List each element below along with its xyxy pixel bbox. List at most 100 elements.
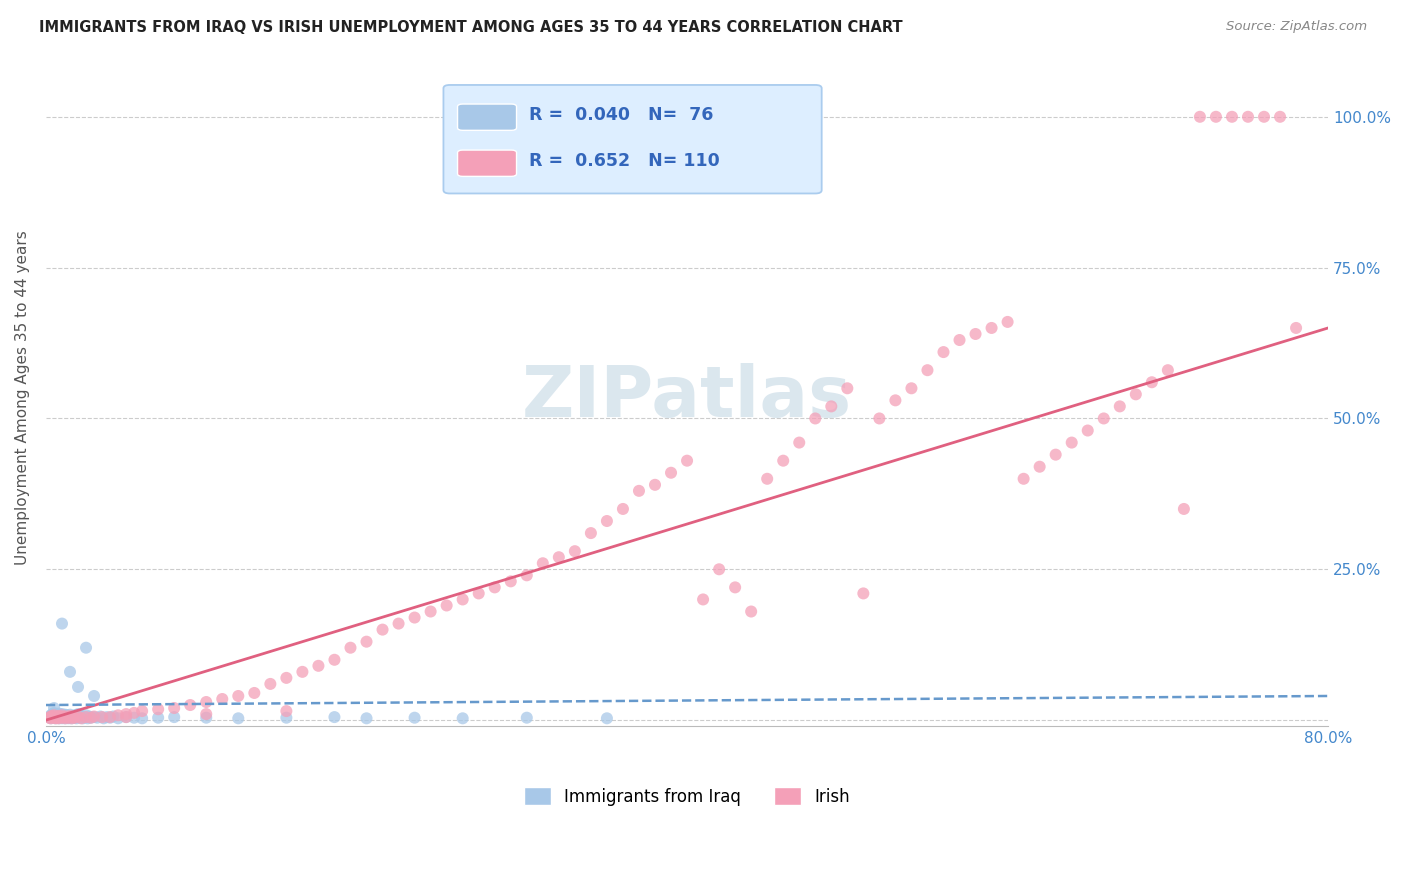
Point bbox=[997, 315, 1019, 329]
Point bbox=[75, 708, 97, 723]
Point bbox=[772, 453, 794, 467]
Point bbox=[131, 704, 153, 718]
Point bbox=[41, 710, 63, 724]
Point bbox=[59, 707, 82, 722]
Point bbox=[39, 711, 62, 725]
Point bbox=[41, 709, 63, 723]
Point bbox=[965, 326, 987, 341]
Point bbox=[42, 708, 65, 723]
Point bbox=[307, 658, 329, 673]
Point bbox=[66, 680, 89, 694]
Point bbox=[356, 634, 378, 648]
Point bbox=[42, 711, 65, 725]
Point bbox=[579, 526, 602, 541]
Point bbox=[371, 623, 394, 637]
Point bbox=[1012, 472, 1035, 486]
Point bbox=[596, 711, 619, 725]
Point bbox=[45, 710, 67, 724]
Point bbox=[73, 710, 96, 724]
Point bbox=[707, 562, 730, 576]
Point bbox=[948, 333, 970, 347]
Point bbox=[38, 711, 60, 725]
Point bbox=[692, 592, 714, 607]
Point bbox=[49, 710, 72, 724]
Point bbox=[259, 677, 281, 691]
Point bbox=[39, 708, 62, 723]
Point bbox=[70, 709, 93, 723]
Point bbox=[38, 710, 60, 724]
Point bbox=[42, 706, 65, 720]
Point bbox=[1285, 321, 1308, 335]
Point bbox=[564, 544, 586, 558]
Point bbox=[51, 711, 73, 725]
Point bbox=[45, 711, 67, 725]
Point bbox=[66, 707, 89, 722]
Point bbox=[52, 709, 75, 723]
Point bbox=[884, 393, 907, 408]
Point bbox=[1140, 376, 1163, 390]
Point bbox=[83, 689, 105, 703]
Point bbox=[59, 711, 82, 725]
Point bbox=[60, 709, 83, 723]
Point bbox=[226, 711, 249, 725]
Point bbox=[69, 711, 91, 725]
Point bbox=[195, 695, 218, 709]
Point bbox=[75, 710, 97, 724]
Point bbox=[83, 710, 105, 724]
Point bbox=[612, 502, 634, 516]
Point bbox=[49, 710, 72, 724]
Point bbox=[1060, 435, 1083, 450]
Point bbox=[131, 711, 153, 725]
Point bbox=[96, 710, 118, 724]
Point bbox=[56, 708, 79, 723]
Point bbox=[932, 345, 955, 359]
FancyBboxPatch shape bbox=[457, 150, 516, 177]
Point bbox=[1028, 459, 1050, 474]
Point bbox=[900, 381, 922, 395]
Text: R =  0.652   N= 110: R = 0.652 N= 110 bbox=[529, 152, 720, 169]
Point bbox=[1268, 110, 1291, 124]
FancyBboxPatch shape bbox=[443, 85, 821, 194]
Point bbox=[211, 692, 233, 706]
Point bbox=[77, 709, 100, 723]
Point bbox=[339, 640, 361, 655]
Point bbox=[53, 707, 76, 722]
Point bbox=[63, 711, 86, 725]
Point bbox=[58, 709, 80, 723]
Point bbox=[868, 411, 890, 425]
Point bbox=[42, 709, 65, 723]
Point bbox=[243, 686, 266, 700]
Point bbox=[48, 706, 70, 721]
Point bbox=[60, 711, 83, 725]
Point bbox=[787, 435, 810, 450]
Point bbox=[531, 556, 554, 570]
Point bbox=[404, 610, 426, 624]
Point bbox=[1092, 411, 1115, 425]
Point bbox=[80, 711, 103, 725]
Point bbox=[756, 472, 779, 486]
Point bbox=[1173, 502, 1195, 516]
Point bbox=[46, 711, 69, 725]
Text: ZIPatlas: ZIPatlas bbox=[522, 363, 852, 432]
Point bbox=[179, 698, 201, 712]
Point bbox=[39, 709, 62, 723]
Point bbox=[59, 665, 82, 679]
Text: Source: ZipAtlas.com: Source: ZipAtlas.com bbox=[1226, 20, 1367, 33]
Point bbox=[1108, 400, 1130, 414]
Point bbox=[75, 640, 97, 655]
Point bbox=[917, 363, 939, 377]
Point bbox=[51, 709, 73, 723]
Point bbox=[740, 605, 762, 619]
Point bbox=[107, 711, 129, 725]
Point bbox=[276, 671, 298, 685]
Point bbox=[45, 711, 67, 725]
Point bbox=[93, 711, 115, 725]
Point bbox=[46, 711, 69, 725]
Point bbox=[56, 710, 79, 724]
Point bbox=[46, 709, 69, 723]
Point bbox=[46, 709, 69, 723]
Point bbox=[820, 400, 842, 414]
Point bbox=[59, 709, 82, 723]
Point bbox=[163, 710, 186, 724]
Point bbox=[499, 574, 522, 589]
